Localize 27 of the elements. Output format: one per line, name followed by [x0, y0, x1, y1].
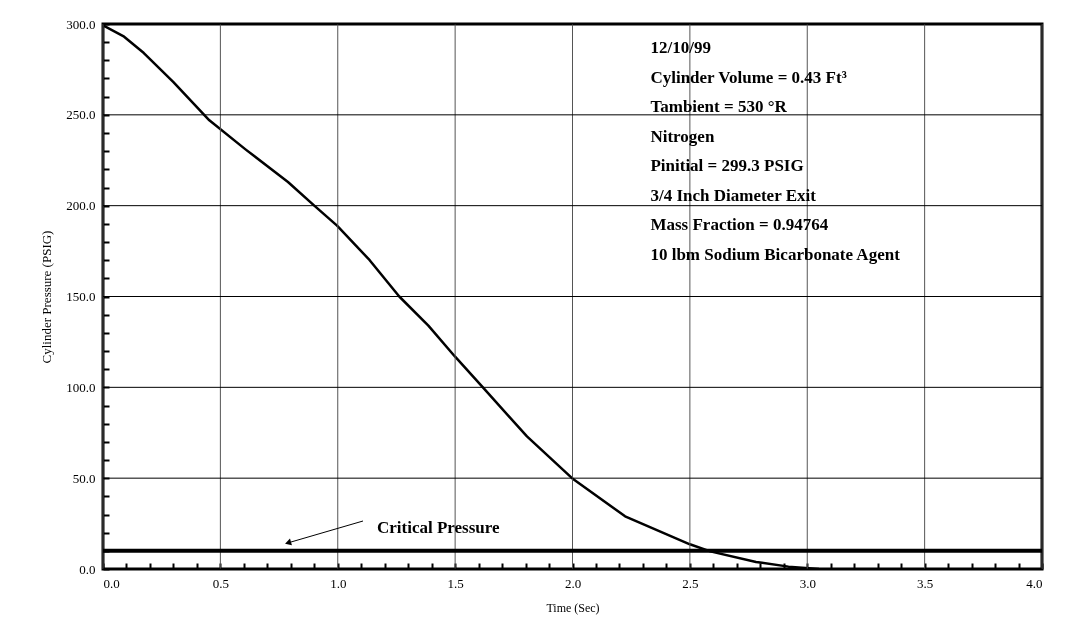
- y-tick-label: 0.0: [79, 561, 96, 577]
- annotation: 3/4 Inch Diameter Exit: [650, 185, 817, 205]
- y-tick-label: 300.0: [66, 16, 96, 32]
- x-tick-label: 1.5: [447, 575, 464, 591]
- annotation: Cylinder Volume = 0.43 Ft³: [650, 67, 847, 87]
- x-tick-label: 3.5: [917, 575, 934, 591]
- y-axis-title: Cylinder Pressure (PSIG): [39, 230, 55, 364]
- annotation: 10 lbm Sodium Bicarbonate Agent: [650, 244, 901, 264]
- x-tick-label: 1.0: [330, 575, 347, 591]
- annotation: Mass Fraction = 0.94764: [650, 215, 829, 234]
- y-tick-label: 250.0: [66, 107, 96, 123]
- annotation: 12/10/99: [650, 38, 711, 57]
- annotation: Critical Pressure: [377, 518, 501, 537]
- annotation: Pinitial = 299.3 PSIG: [650, 156, 804, 175]
- x-axis-title: Time (Sec): [546, 600, 600, 615]
- x-tick-label: 0.0: [103, 575, 120, 591]
- annotation: Nitrogen: [650, 126, 715, 146]
- x-tick-label: 0.5: [212, 575, 229, 591]
- x-tick-label: 3.0: [799, 575, 816, 591]
- y-tick-label: 150.0: [66, 289, 96, 304]
- y-tick-label: 200.0: [66, 198, 96, 214]
- x-tick-label: 2.0: [564, 575, 582, 591]
- y-tick-label: 100.0: [66, 379, 96, 395]
- x-tick-label: 4.0: [1026, 575, 1043, 591]
- x-tick-label: 2.5: [682, 575, 699, 591]
- annotation: Tambient = 530 °R: [650, 97, 788, 116]
- y-tick-label: 50.0: [72, 470, 96, 486]
